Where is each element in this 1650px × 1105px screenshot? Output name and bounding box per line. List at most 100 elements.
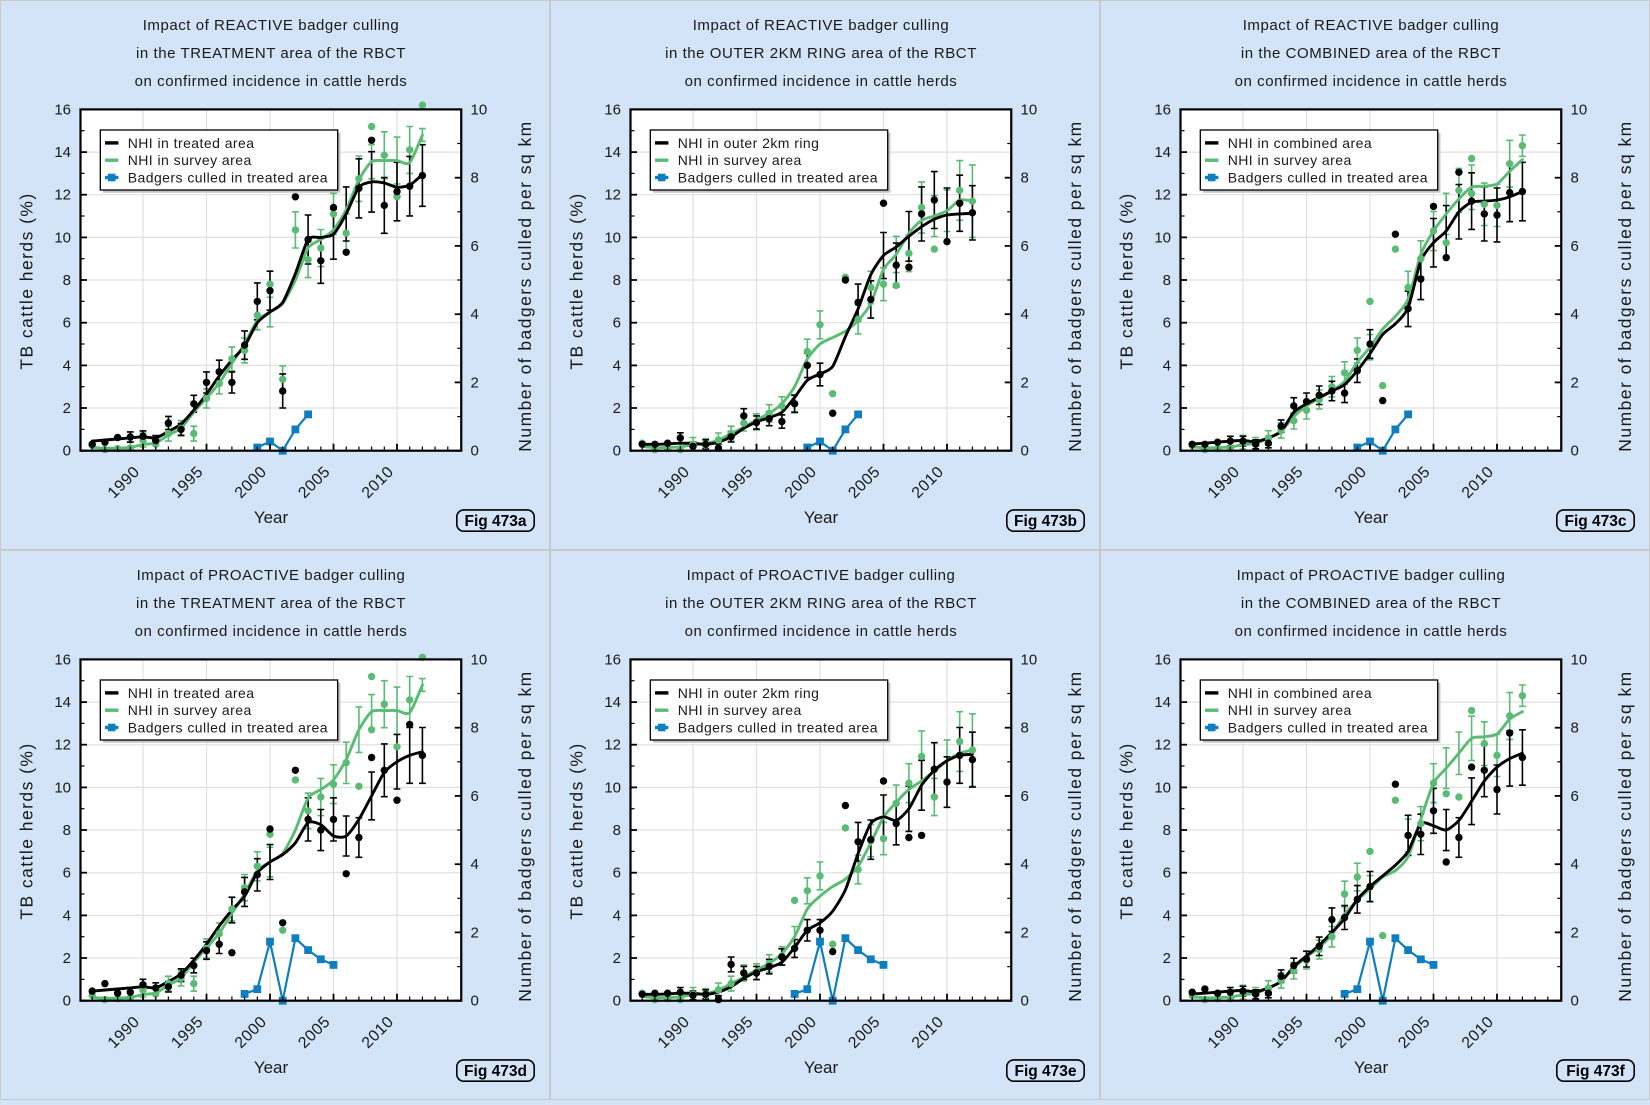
- svg-text:14: 14: [1154, 694, 1171, 711]
- svg-text:0: 0: [1021, 443, 1029, 460]
- svg-text:14: 14: [54, 144, 71, 161]
- svg-text:4: 4: [63, 907, 71, 924]
- svg-text:Fig 473d: Fig 473d: [464, 1063, 527, 1080]
- svg-text:Number of badgers culled per s: Number of badgers culled per sq km: [1065, 670, 1085, 1001]
- svg-text:1995: 1995: [718, 463, 757, 502]
- svg-text:8: 8: [1571, 170, 1579, 187]
- svg-text:6: 6: [1571, 238, 1579, 255]
- svg-text:1990: 1990: [655, 463, 694, 502]
- svg-text:6: 6: [1163, 315, 1171, 332]
- svg-text:TB cattle herds (%): TB cattle herds (%): [567, 742, 587, 919]
- svg-text:Impact of REACTIVE badger cull: Impact of REACTIVE badger culling: [693, 17, 950, 34]
- svg-text:2010: 2010: [909, 463, 948, 502]
- svg-text:6: 6: [471, 238, 479, 255]
- svg-text:1995: 1995: [718, 1013, 757, 1052]
- svg-text:NHI in outer 2km ring: NHI in outer 2km ring: [678, 685, 820, 701]
- svg-text:2: 2: [1163, 950, 1171, 967]
- svg-text:1995: 1995: [168, 1013, 207, 1052]
- svg-text:12: 12: [1154, 737, 1171, 754]
- svg-text:14: 14: [1154, 144, 1171, 161]
- svg-text:2010: 2010: [1459, 1013, 1498, 1052]
- svg-text:10: 10: [604, 229, 621, 246]
- svg-text:Impact of PROACTIVE badger cul: Impact of PROACTIVE badger culling: [137, 567, 406, 584]
- svg-text:1995: 1995: [1268, 463, 1307, 502]
- svg-text:6: 6: [63, 865, 71, 882]
- svg-text:NHI in survey area: NHI in survey area: [128, 702, 252, 718]
- svg-text:0: 0: [613, 443, 621, 460]
- svg-text:NHI in survey area: NHI in survey area: [128, 152, 252, 168]
- svg-text:TB cattle herds (%): TB cattle herds (%): [1117, 192, 1137, 369]
- svg-text:4: 4: [1163, 907, 1171, 924]
- svg-text:6: 6: [613, 315, 621, 332]
- svg-text:1995: 1995: [168, 463, 207, 502]
- svg-text:10: 10: [54, 779, 71, 796]
- svg-text:0: 0: [1021, 993, 1029, 1010]
- svg-text:Badgers culled in treated area: Badgers culled in treated area: [678, 720, 878, 736]
- svg-text:1990: 1990: [105, 1013, 144, 1052]
- svg-text:0: 0: [63, 993, 71, 1010]
- svg-text:10: 10: [471, 101, 488, 118]
- svg-text:NHI in survey area: NHI in survey area: [1228, 152, 1352, 168]
- svg-text:2: 2: [1571, 374, 1579, 391]
- svg-text:10: 10: [1571, 651, 1588, 668]
- svg-text:Year: Year: [804, 1058, 839, 1077]
- svg-text:4: 4: [613, 907, 621, 924]
- svg-text:6: 6: [1571, 788, 1579, 805]
- svg-text:0: 0: [1163, 443, 1171, 460]
- svg-text:4: 4: [1021, 306, 1029, 323]
- svg-text:8: 8: [613, 272, 621, 289]
- svg-text:2010: 2010: [909, 1013, 948, 1052]
- svg-text:12: 12: [54, 187, 71, 204]
- svg-text:4: 4: [1571, 306, 1579, 323]
- svg-text:4: 4: [1571, 856, 1579, 873]
- svg-text:in the OUTER 2KM RING area of: in the OUTER 2KM RING area of the RBCT: [665, 45, 977, 62]
- svg-text:Year: Year: [254, 508, 289, 527]
- svg-text:on confirmed incidence in catt: on confirmed incidence in cattle herds: [1235, 623, 1508, 640]
- svg-text:8: 8: [1163, 272, 1171, 289]
- svg-text:Number of badgers culled per s: Number of badgers culled per sq km: [1065, 120, 1085, 451]
- svg-text:16: 16: [1154, 651, 1171, 668]
- svg-text:4: 4: [613, 357, 621, 374]
- svg-text:10: 10: [54, 229, 71, 246]
- svg-text:10: 10: [1021, 651, 1038, 668]
- svg-text:2: 2: [63, 950, 71, 967]
- svg-text:Fig 473e: Fig 473e: [1014, 1063, 1076, 1080]
- svg-text:2000: 2000: [1332, 463, 1371, 502]
- svg-text:2000: 2000: [232, 463, 271, 502]
- svg-text:4: 4: [1163, 357, 1171, 374]
- svg-text:Fig 473b: Fig 473b: [1014, 513, 1077, 530]
- svg-text:2: 2: [613, 950, 621, 967]
- svg-text:Badgers culled in treated area: Badgers culled in treated area: [678, 170, 878, 186]
- svg-text:2000: 2000: [782, 1013, 821, 1052]
- svg-text:10: 10: [1154, 779, 1171, 796]
- svg-text:2010: 2010: [359, 1013, 398, 1052]
- svg-text:12: 12: [54, 737, 71, 754]
- svg-text:4: 4: [471, 306, 479, 323]
- svg-text:Impact of PROACTIVE badger cul: Impact of PROACTIVE badger culling: [1237, 567, 1506, 584]
- svg-text:on confirmed incidence in catt: on confirmed incidence in cattle herds: [1235, 73, 1508, 90]
- svg-text:0: 0: [1571, 993, 1579, 1010]
- svg-text:TB cattle herds (%): TB cattle herds (%): [17, 192, 37, 369]
- svg-text:Year: Year: [1354, 1058, 1389, 1077]
- svg-text:on confirmed incidence in catt: on confirmed incidence in cattle herds: [135, 623, 408, 640]
- svg-text:4: 4: [471, 856, 479, 873]
- svg-text:Number of badgers culled per s: Number of badgers culled per sq km: [515, 120, 535, 451]
- svg-text:TB cattle herds (%): TB cattle herds (%): [1117, 742, 1137, 919]
- svg-text:8: 8: [471, 170, 479, 187]
- svg-text:2: 2: [613, 400, 621, 417]
- svg-text:Number of badgers culled per s: Number of badgers culled per sq km: [1615, 670, 1635, 1001]
- svg-text:6: 6: [1021, 788, 1029, 805]
- svg-text:16: 16: [54, 651, 71, 668]
- svg-text:Impact of REACTIVE badger cull: Impact of REACTIVE badger culling: [1243, 17, 1500, 34]
- svg-text:8: 8: [63, 822, 71, 839]
- svg-text:6: 6: [471, 788, 479, 805]
- svg-text:1990: 1990: [1205, 463, 1244, 502]
- svg-text:1995: 1995: [1268, 1013, 1307, 1052]
- svg-text:2: 2: [1021, 374, 1029, 391]
- svg-text:TB cattle herds (%): TB cattle herds (%): [17, 742, 37, 919]
- svg-text:14: 14: [54, 694, 71, 711]
- svg-text:6: 6: [63, 315, 71, 332]
- svg-text:6: 6: [1021, 238, 1029, 255]
- svg-text:6: 6: [613, 865, 621, 882]
- svg-text:Year: Year: [254, 1058, 289, 1077]
